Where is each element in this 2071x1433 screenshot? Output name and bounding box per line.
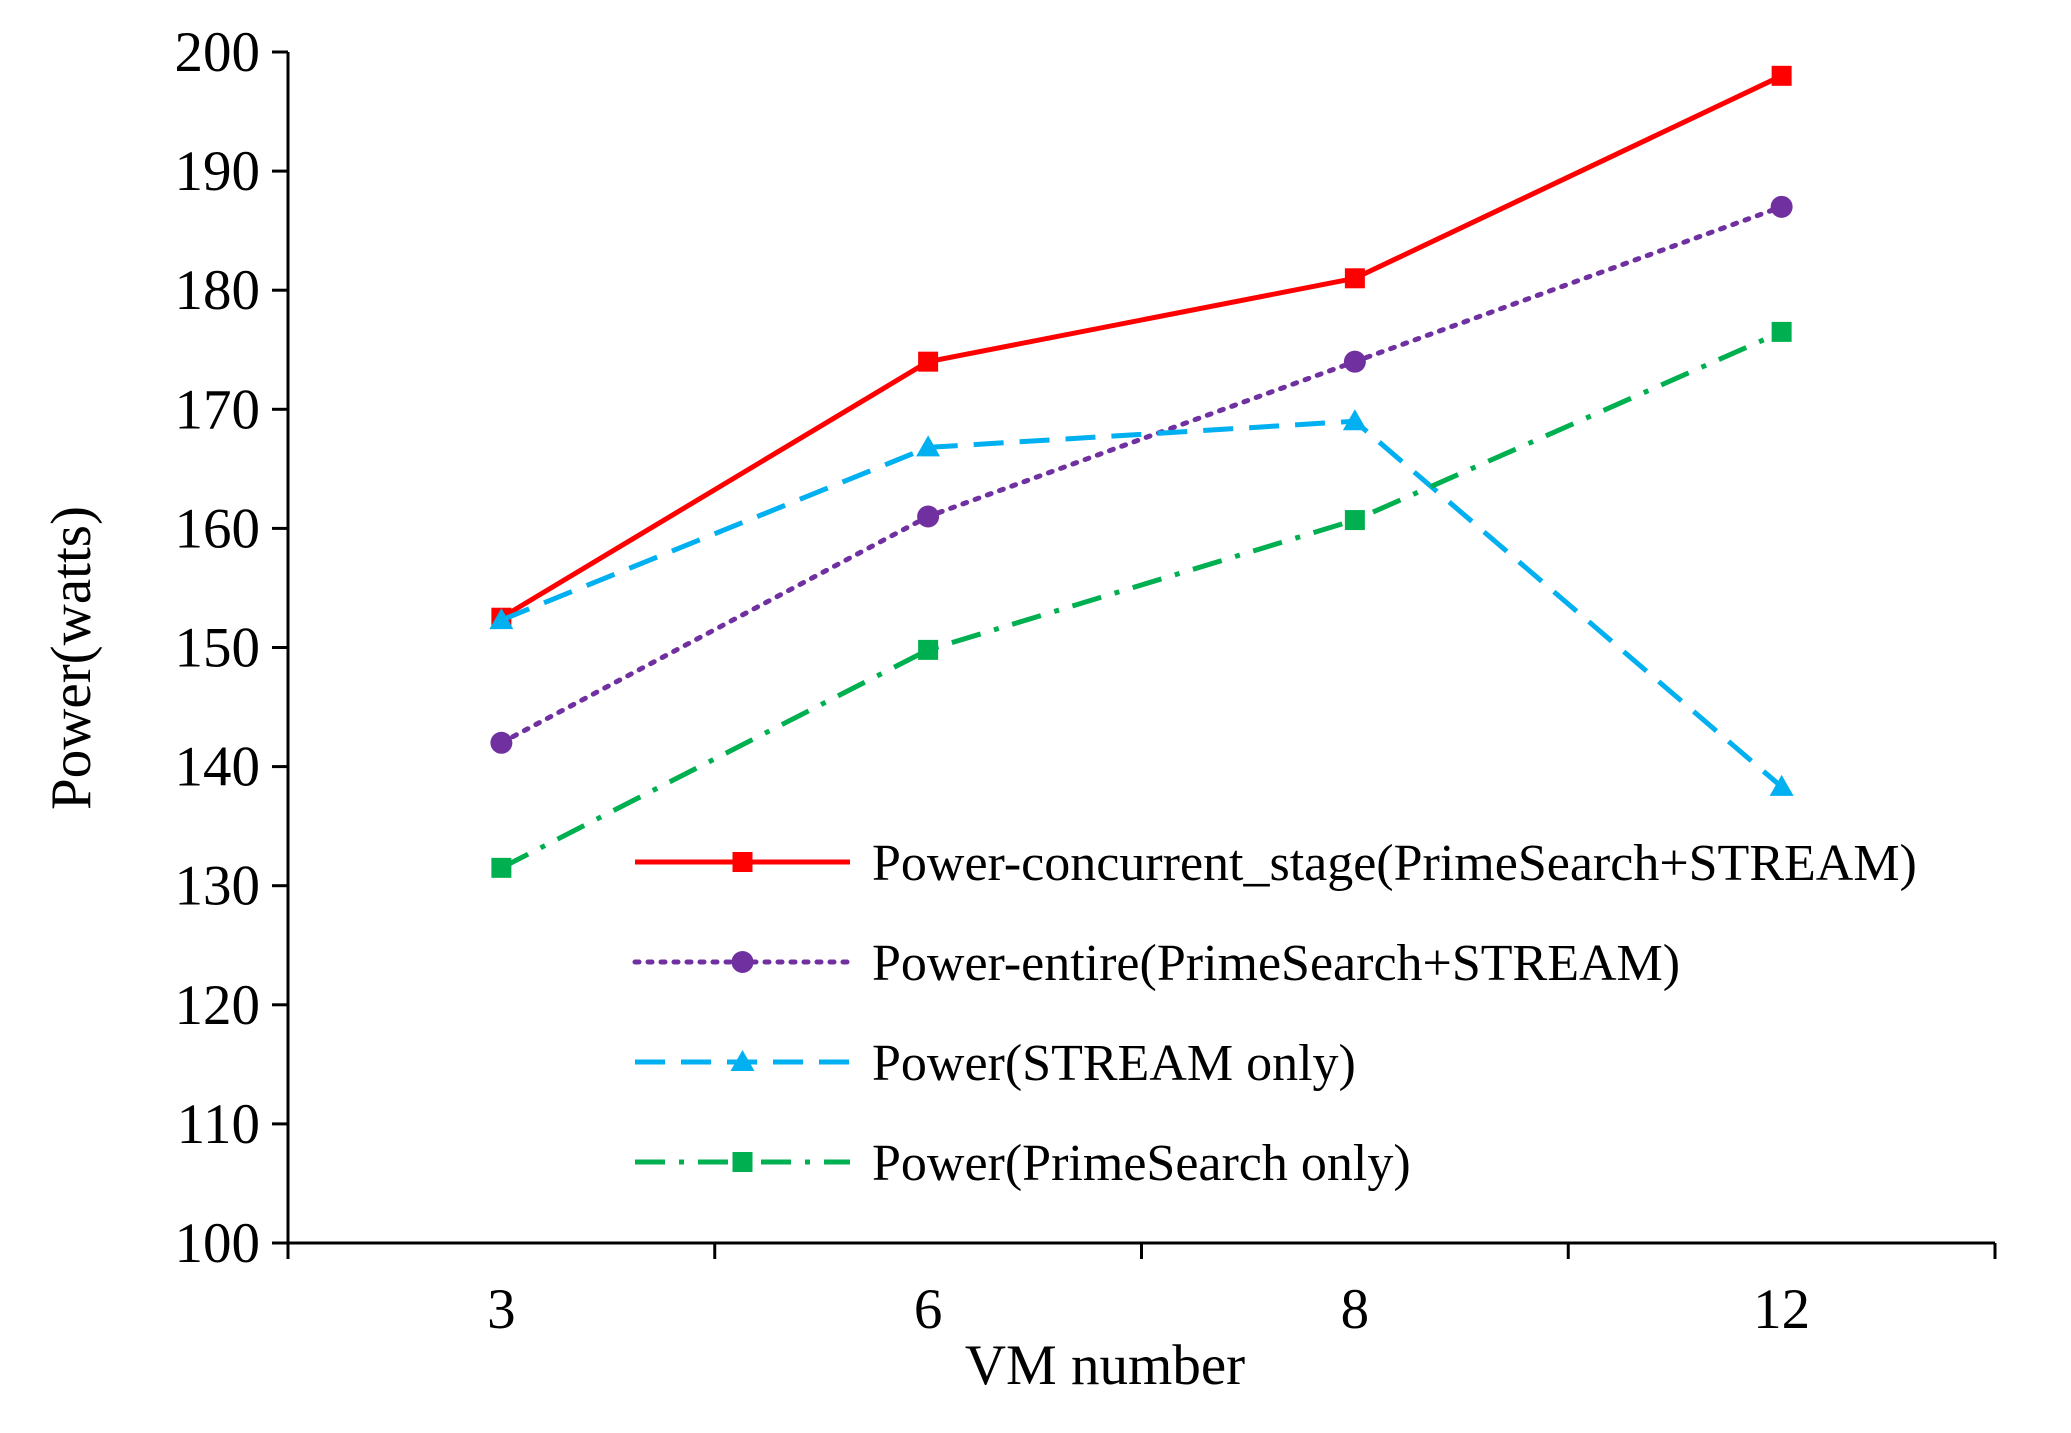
legend-entry-1: Power-concurrent_stage(PrimeSearch+STREA… (635, 835, 1917, 892)
legend-entry-2: Power-entire(PrimeSearch+STREAM) (632, 935, 1680, 992)
data-point (1342, 409, 1367, 431)
legend: Power-concurrent_stage(PrimeSearch+STREA… (632, 835, 1917, 1192)
series-line (500, 73, 1783, 620)
x-tick-label: 6 (914, 1278, 943, 1341)
x-tick-label: 8 (1341, 1278, 1370, 1341)
legend-marker (732, 1152, 753, 1172)
axes: 100 110 120 130 140 150 160 170 180 190 200 3 6 8 12 (175, 21, 1997, 1341)
data-point (917, 505, 940, 528)
legend-marker (730, 1050, 755, 1071)
series-line (500, 329, 1783, 871)
series-3 (489, 409, 1794, 796)
data-point (918, 351, 939, 372)
legend-label: Power(STREAM only) (872, 1035, 1356, 1092)
legend-entry-4: Power(PrimeSearch only) (635, 1135, 1411, 1192)
data-point (490, 731, 513, 754)
legend-label: Power-concurrent_stage(PrimeSearch+STREA… (872, 835, 1917, 892)
data-point (1769, 774, 1794, 796)
y-tick-label: 140 (175, 736, 261, 799)
legend-label: Power-entire(PrimeSearch+STREAM) (872, 935, 1680, 992)
data-point (491, 857, 512, 878)
y-tick-label: 130 (175, 855, 261, 918)
data-point (1343, 350, 1366, 373)
y-tick-label: 190 (175, 140, 261, 203)
data-point (1771, 321, 1792, 342)
y-tick-label: 200 (175, 21, 261, 84)
y-tick-label: 100 (175, 1212, 261, 1275)
legend-label: Power(PrimeSearch only) (872, 1135, 1411, 1192)
data-point (918, 639, 939, 660)
data-point (1770, 195, 1793, 218)
series-layer (489, 65, 1794, 878)
data-point (1344, 268, 1365, 289)
legend-marker (732, 852, 753, 872)
y-tick-label: 170 (175, 378, 261, 441)
x-axis-title: VM number (965, 1334, 1245, 1397)
data-point (489, 608, 514, 630)
x-tick-label: 3 (487, 1278, 516, 1341)
y-axis-title: Power(watts) (40, 506, 103, 810)
series-4 (491, 321, 1792, 878)
series-2 (490, 195, 1793, 754)
legend-marker (731, 951, 754, 973)
series-line (498, 204, 1785, 746)
data-point (1771, 65, 1792, 86)
y-tick-label: 120 (175, 974, 261, 1037)
data-point (916, 435, 941, 457)
y-tick-label: 150 (175, 617, 261, 680)
data-point (1344, 510, 1365, 531)
y-tick-label: 180 (175, 259, 261, 322)
series-line (500, 418, 1784, 789)
y-tick-label: 160 (175, 497, 261, 560)
legend-entry-3: Power(STREAM only) (635, 1035, 1356, 1092)
x-tick-label: 12 (1753, 1278, 1810, 1341)
y-tick-label: 110 (177, 1093, 260, 1156)
